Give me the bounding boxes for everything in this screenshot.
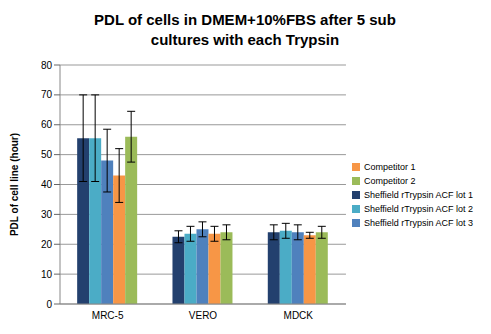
svg-text:PDL of cell line (hour): PDL of cell line (hour) (9, 133, 20, 236)
svg-text:70: 70 (41, 89, 53, 100)
svg-text:40: 40 (41, 179, 53, 190)
svg-text:MRC-5: MRC-5 (92, 310, 124, 321)
svg-text:80: 80 (41, 60, 53, 71)
svg-text:MDCK: MDCK (284, 310, 314, 321)
html-text:PDL of cells in DMEM+10%FBS af: PDL of cells in DMEM+10%FBS after 5 sub … (94, 11, 396, 48)
svg-text:50: 50 (41, 149, 53, 160)
html-text:Competitor 1: Competitor 1 (364, 161, 416, 172)
svg-text:20: 20 (41, 239, 53, 250)
svg-text:VERO: VERO (189, 310, 218, 321)
html-text:Sheffield rTrypsin ACF lot 1: Sheffield rTrypsin ACF lot 1 (364, 189, 473, 200)
html-text:Sheffield rTrypsin ACF lot 2: Sheffield rTrypsin ACF lot 2 (364, 203, 473, 214)
svg-text:60: 60 (41, 119, 53, 130)
svg-text:0: 0 (46, 299, 52, 310)
html-text:Sheffield rTrypsin ACF lot 3: Sheffield rTrypsin ACF lot 3 (364, 217, 473, 228)
html-text:Competitor 2: Competitor 2 (364, 175, 416, 186)
svg-text:30: 30 (41, 209, 53, 220)
svg-text:10: 10 (41, 269, 53, 280)
